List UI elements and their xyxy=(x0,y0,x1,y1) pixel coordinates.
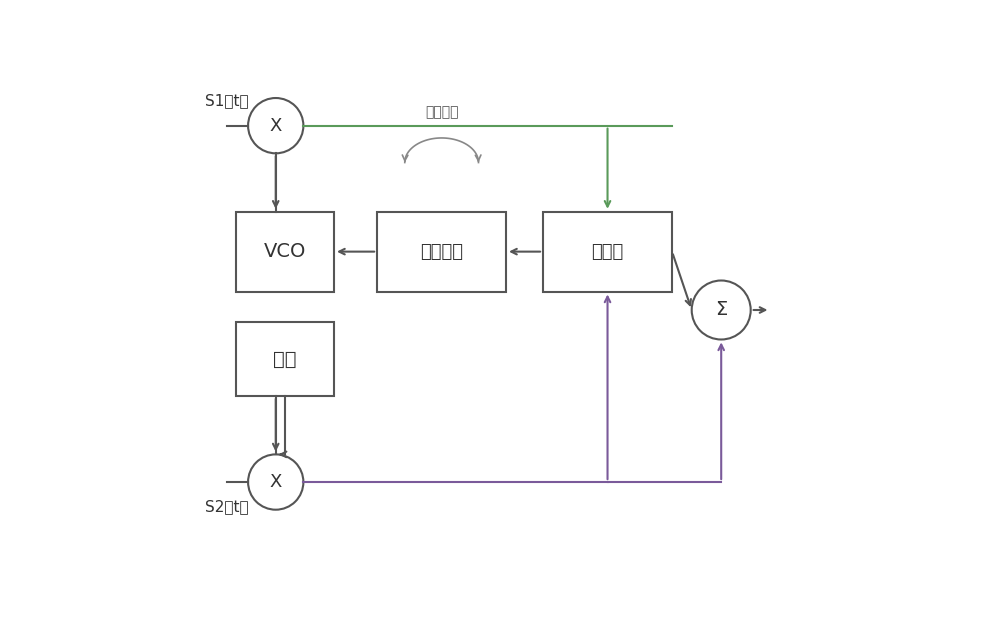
Text: Σ: Σ xyxy=(715,301,727,319)
Circle shape xyxy=(248,98,303,153)
Text: S2（t）: S2（t） xyxy=(205,499,249,514)
Text: X: X xyxy=(270,473,282,491)
Text: VCO: VCO xyxy=(264,242,306,261)
FancyBboxPatch shape xyxy=(543,211,672,291)
Text: 本振: 本振 xyxy=(273,350,297,369)
FancyBboxPatch shape xyxy=(236,322,334,396)
Circle shape xyxy=(248,454,303,510)
Text: 闭环控制: 闭环控制 xyxy=(425,105,458,120)
Text: S1（t）: S1（t） xyxy=(205,94,249,108)
Circle shape xyxy=(692,280,751,340)
Text: 鉴相器: 鉴相器 xyxy=(591,242,624,260)
FancyBboxPatch shape xyxy=(236,211,334,291)
FancyBboxPatch shape xyxy=(377,211,506,291)
Text: X: X xyxy=(270,117,282,135)
Text: 环路滤波: 环路滤波 xyxy=(420,242,463,260)
